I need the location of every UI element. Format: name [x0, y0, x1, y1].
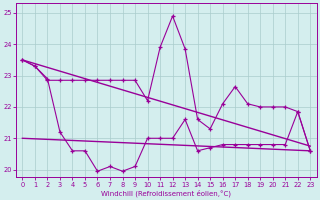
- X-axis label: Windchill (Refroidissement éolien,°C): Windchill (Refroidissement éolien,°C): [101, 189, 231, 197]
